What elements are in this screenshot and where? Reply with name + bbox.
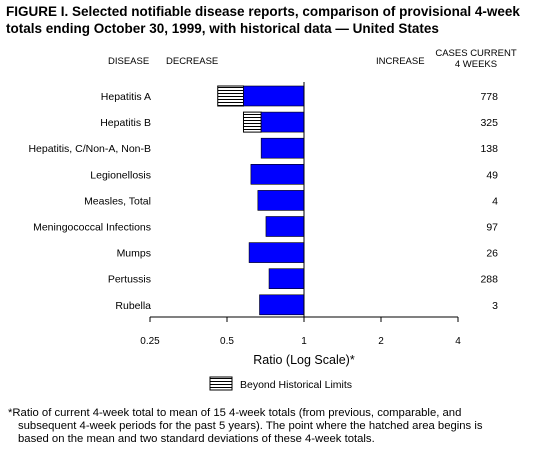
bar-8: [259, 294, 305, 316]
bar-5: [265, 216, 305, 237]
header-decrease: DECREASE: [166, 56, 218, 67]
bar-0: [243, 85, 305, 107]
category-label-0: Hepatitis A: [101, 91, 151, 103]
x-axis: 0.25 0.5 1 2 4: [140, 82, 461, 347]
cases-value-4: 4: [492, 195, 498, 207]
bar-2: [260, 137, 305, 159]
footnote-line-1: *Ratio of current 4-week total to mean o…: [8, 407, 462, 419]
bar-6: [248, 242, 305, 263]
x-tick-label-3: 2: [378, 336, 384, 347]
category-label-7: Pertussis: [108, 274, 151, 286]
header-increase: INCREASE: [376, 56, 425, 67]
header-cases-line2: 4 WEEKS: [455, 59, 497, 70]
footnote-line-3: based on the mean and two standard devia…: [18, 433, 375, 445]
cases-value-1: 325: [480, 117, 498, 129]
category-label-8: Rubella: [115, 300, 151, 312]
category-label-4: Measles, Total: [84, 195, 151, 207]
header-disease: DISEASE: [108, 56, 149, 67]
bar-hatched-1: [242, 111, 262, 133]
category-label-2: Hepatitis, C/Non-A, Non-B: [28, 143, 151, 155]
cases-value-7: 288: [480, 274, 498, 286]
cases-value-8: 3: [492, 300, 498, 312]
footnote: *Ratio of current 4-week total to mean o…: [8, 407, 550, 446]
cases-value-6: 26: [486, 248, 498, 260]
bar-3: [250, 164, 305, 185]
legend-swatch: [209, 376, 233, 391]
bar-4: [257, 190, 305, 211]
category-label-1: Hepatitis B: [100, 117, 151, 129]
header-cases-line1: CASES CURRENT: [435, 48, 516, 59]
legend-label: Beyond Historical Limits: [240, 379, 352, 391]
figure-title: FIGURE I. Selected notifiable disease re…: [6, 4, 520, 36]
category-label-6: Mumps: [117, 248, 151, 260]
cases-value-0: 778: [480, 91, 498, 103]
x-tick-label-4: 4: [455, 336, 461, 347]
x-tick-label-1: 0.5: [220, 336, 234, 347]
cases-value-3: 49: [486, 169, 498, 181]
cases-value-5: 97: [486, 222, 498, 234]
bar-1: [260, 111, 305, 133]
x-tick-label-2: 1: [301, 336, 307, 347]
category-label-3: Legionellosis: [90, 169, 151, 181]
category-label-5: Meningococcal Infections: [33, 222, 151, 234]
bar-hatched-0: [217, 85, 244, 107]
cases-value-2: 138: [480, 143, 498, 155]
bar-7: [268, 268, 305, 290]
bars-group: Hepatitis A 778 Hepatitis B 325 Hepatitis, C…: [28, 85, 498, 316]
x-tick-label-0: 0.25: [140, 336, 160, 347]
x-axis-label: Ratio (Log Scale)*: [253, 353, 355, 367]
footnote-line-2: subsequent 4-week periods for the past 5…: [18, 420, 483, 432]
